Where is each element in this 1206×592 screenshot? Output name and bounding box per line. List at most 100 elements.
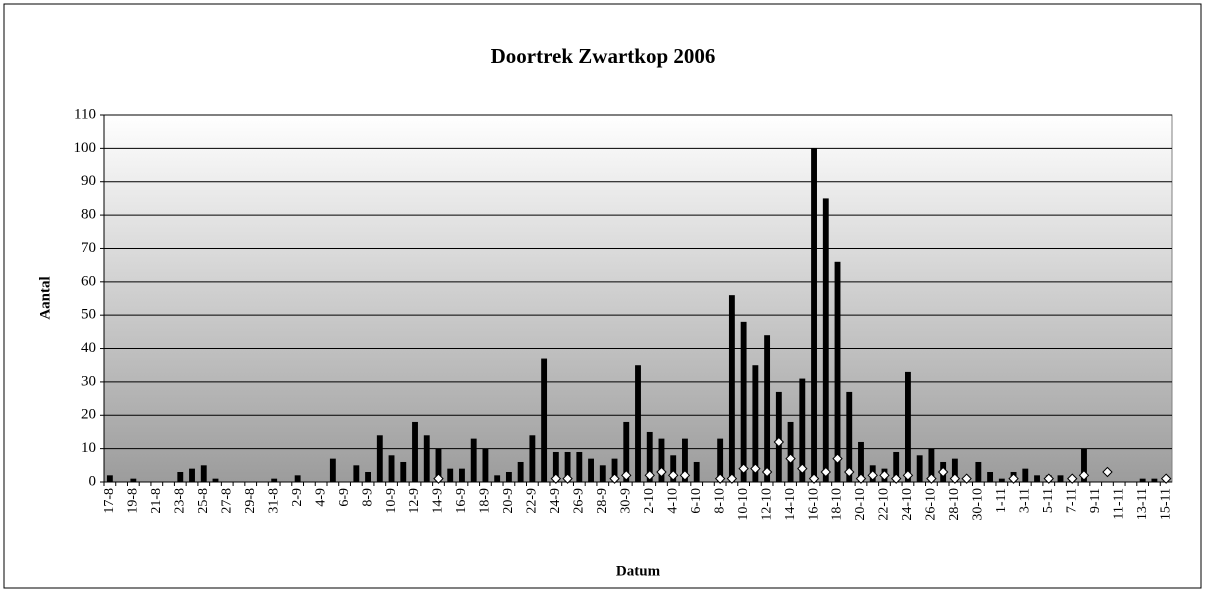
bar xyxy=(400,461,407,482)
x-tick-label: 16-9 xyxy=(454,488,469,514)
bar xyxy=(423,435,430,482)
x-tick-label: 14-9 xyxy=(431,488,446,514)
bar xyxy=(951,458,958,482)
diamond-marker xyxy=(1078,470,1090,481)
y-tick-label: 90 xyxy=(81,173,96,189)
bar xyxy=(1139,478,1146,482)
bar xyxy=(564,451,571,482)
diamond-marker xyxy=(832,453,843,464)
y-tick-label: 60 xyxy=(81,273,96,289)
x-axis-label: Datum xyxy=(616,563,661,579)
bar xyxy=(658,438,665,482)
y-axis-label: Aantal xyxy=(37,276,53,319)
y-tick-label: 50 xyxy=(81,307,96,323)
bar xyxy=(294,475,301,482)
bar xyxy=(517,461,524,482)
bar xyxy=(1022,468,1029,482)
bar xyxy=(388,455,395,482)
x-tick-label: 24-9 xyxy=(548,488,563,514)
x-tick-label: 17-8 xyxy=(102,488,117,514)
x-tick-label: 13-11 xyxy=(1135,488,1150,520)
bar xyxy=(447,468,454,482)
bar xyxy=(212,478,219,482)
diamond-marker xyxy=(926,473,937,484)
diamond-marker xyxy=(937,466,949,478)
bar xyxy=(189,468,195,482)
y-tick-label: 80 xyxy=(81,207,96,223)
diamond-marker xyxy=(738,463,749,474)
x-tick-label: 30-10 xyxy=(971,488,986,521)
bar xyxy=(482,448,489,482)
x-tick-label: 2-10 xyxy=(642,488,657,514)
x-tick-label: 9-11 xyxy=(1088,488,1103,513)
x-tick-label: 21-8 xyxy=(149,488,164,514)
diamond-marker xyxy=(750,463,761,474)
x-tick-label: 30-9 xyxy=(618,488,633,514)
diamond-marker xyxy=(961,473,972,484)
bar xyxy=(541,358,548,482)
diamond-marker xyxy=(867,470,878,481)
bar xyxy=(987,471,994,482)
bar xyxy=(858,441,864,482)
bar xyxy=(728,295,735,482)
x-tick-label: 4-10 xyxy=(665,488,680,514)
x-tick-label: 29-8 xyxy=(243,488,258,514)
bar xyxy=(635,365,641,482)
bar xyxy=(811,148,817,482)
diamond-marker xyxy=(890,473,902,484)
bar xyxy=(1081,448,1087,482)
x-tick-label: 6-9 xyxy=(337,488,352,507)
diamond-marker xyxy=(773,436,785,448)
bar xyxy=(529,435,536,482)
x-tick-label: 28-9 xyxy=(595,488,610,514)
bar xyxy=(928,448,935,482)
diamond-marker xyxy=(714,473,726,484)
bar xyxy=(177,471,184,482)
bar xyxy=(494,475,501,482)
diamond-marker xyxy=(1067,473,1078,484)
bar xyxy=(846,391,853,482)
y-tick-label: 40 xyxy=(81,340,96,356)
diamond-marker xyxy=(902,470,914,481)
diamond-marker xyxy=(668,470,679,481)
y-tick-label: 20 xyxy=(81,407,96,423)
bar xyxy=(893,451,900,482)
x-tick-label: 11-11 xyxy=(1111,488,1126,520)
diamond-marker xyxy=(761,466,773,478)
y-tick-label: 30 xyxy=(81,373,96,389)
x-tick-label: 26-10 xyxy=(924,488,939,521)
bar xyxy=(905,371,911,482)
x-tick-label: 8-10 xyxy=(712,488,727,514)
x-tick-label: 22-9 xyxy=(525,488,540,514)
x-tick-label: 6-10 xyxy=(689,488,704,514)
chart-title: Doortrek Zwartkop 2006 xyxy=(491,44,716,68)
x-tick-label: 27-8 xyxy=(219,488,234,514)
y-tick-label: 0 xyxy=(89,473,97,489)
bar xyxy=(435,448,442,482)
diamond-marker xyxy=(808,473,820,484)
x-tick-label: 31-8 xyxy=(266,488,281,514)
bar xyxy=(693,461,700,482)
diamond-marker xyxy=(644,470,655,481)
diamond-marker xyxy=(1043,473,1054,484)
bar xyxy=(599,465,606,482)
bar xyxy=(1151,478,1158,482)
bar xyxy=(834,261,841,482)
bar xyxy=(459,468,465,482)
bar xyxy=(588,458,594,482)
x-tick-label: 20-9 xyxy=(501,488,516,514)
x-tick-label: 24-10 xyxy=(900,488,915,521)
x-tick-label: 7-11 xyxy=(1064,488,1079,513)
bar xyxy=(200,465,207,482)
x-tick-label: 2-9 xyxy=(290,488,305,507)
bar xyxy=(329,458,336,482)
diamond-marker xyxy=(562,473,573,484)
x-tick-label: 4-9 xyxy=(313,488,328,507)
diamond-marker xyxy=(433,473,444,484)
bar xyxy=(787,421,794,482)
x-tick-label: 19-8 xyxy=(126,488,141,514)
bar xyxy=(1057,475,1064,482)
diamond-marker xyxy=(1160,473,1172,484)
x-tick-label: 3-11 xyxy=(1018,488,1033,513)
